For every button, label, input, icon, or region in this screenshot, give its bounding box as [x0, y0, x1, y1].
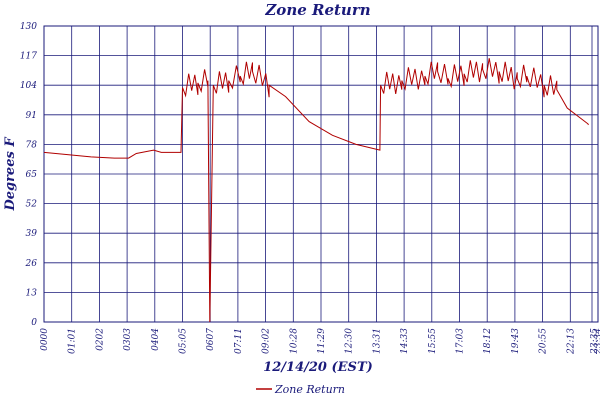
y-tick-label: 104 [20, 81, 37, 91]
x-axis-tick-labels: 0000 01:01 0202 0303 0404 05:05 0607 07:11 09:02… [40, 328, 600, 355]
x-tick-label: 10:28 [289, 328, 299, 354]
y-tick-label: 39 [26, 229, 38, 239]
x-tick-label: 23:34 [594, 328, 600, 355]
series-line-zone-return [43, 58, 589, 323]
grid-lines [44, 26, 598, 322]
x-tick-label: 0404 [151, 328, 161, 351]
x-tick-label: 09:02 [262, 328, 272, 354]
x-tick-label: 0000 [40, 328, 50, 351]
x-tick-label: 0202 [95, 328, 105, 351]
y-axis-tick-labels: 0 13 26 39 52 65 78 91 104 117 130 [20, 22, 37, 328]
x-tick-label: 19:43 [511, 328, 521, 354]
x-tick-label: 15:55 [428, 328, 438, 354]
legend-label: Zone Return [274, 383, 345, 396]
x-tick-label: 0303 [123, 328, 133, 351]
x-tick-label: 07:11 [234, 328, 244, 354]
y-tick-label: 65 [26, 170, 38, 180]
y-tick-label: 52 [26, 200, 38, 210]
y-tick-label: 78 [26, 140, 38, 150]
x-tick-label: 0607 [206, 328, 216, 351]
y-tick-label: 91 [26, 111, 37, 121]
y-tick-label: 117 [20, 52, 37, 62]
x-tick-label: 17:03 [456, 328, 466, 354]
x-tick-label: 23:35 [590, 328, 600, 355]
x-tick-label: 01:01 [68, 328, 78, 354]
x-tick-label: 05:05 [179, 328, 189, 354]
x-tick-label: 22:13 [566, 328, 576, 355]
x-tick-label: 18:12 [483, 328, 493, 354]
y-tick-label: 0 [31, 318, 37, 328]
y-tick-label: 26 [25, 259, 38, 269]
x-tick-label: 13:31 [372, 328, 382, 354]
y-axis-label: Degrees F [3, 137, 18, 212]
x-tick-label: 12:30 [345, 328, 355, 354]
x-tick-label: 14:33 [400, 328, 410, 354]
x-tick-label: 20:55 [539, 328, 549, 355]
legend: Zone Return [256, 383, 345, 396]
x-axis-label: 12/14/20 (EST) [263, 360, 373, 375]
x-tick-label: 11:29 [317, 328, 327, 354]
chart-title: Zone Return [264, 1, 370, 19]
y-tick-label: 13 [26, 288, 38, 298]
y-tick-label: 130 [20, 22, 37, 32]
